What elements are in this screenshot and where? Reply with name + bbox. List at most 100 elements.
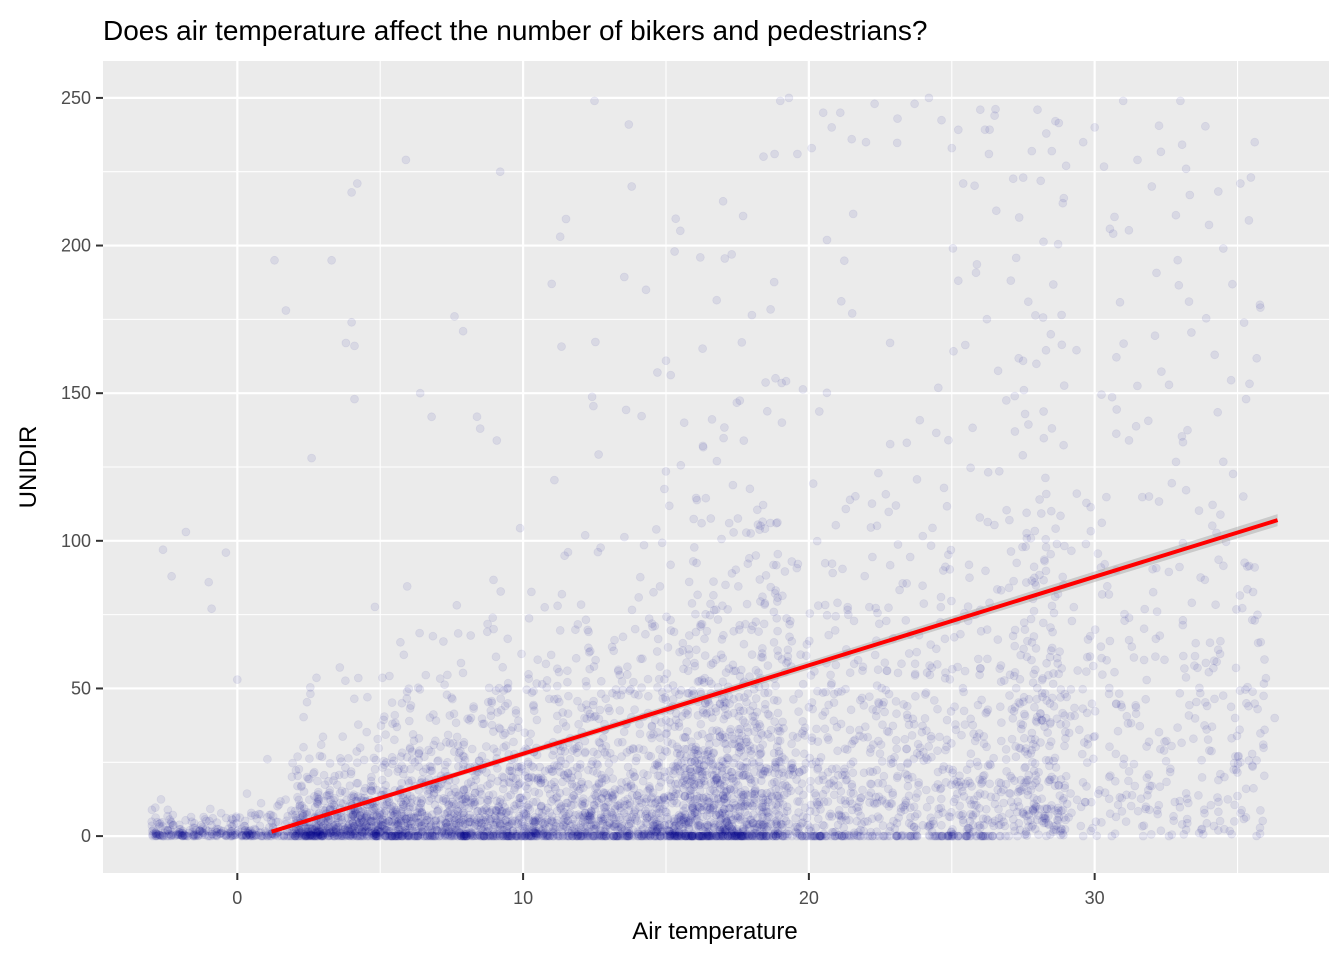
- scatter-point: [868, 767, 878, 777]
- scatter-point: [1121, 817, 1131, 826]
- scatter-point: [1061, 734, 1070, 743]
- scatter-point: [580, 530, 590, 540]
- scatter-point: [384, 831, 394, 841]
- scatter-point: [739, 639, 749, 649]
- scatter-point: [1097, 818, 1106, 827]
- scatter-point: [1244, 215, 1254, 225]
- scatter-point: [1233, 768, 1242, 777]
- scatter-point: [1175, 802, 1185, 812]
- scatter-point: [1029, 632, 1039, 641]
- scatter-point: [1023, 786, 1032, 796]
- scatter-point: [711, 789, 721, 798]
- scatter-point: [511, 709, 521, 718]
- scatter-point: [459, 810, 469, 820]
- scatter-point: [404, 716, 414, 726]
- scatter-point: [1246, 173, 1256, 182]
- scatter-point: [528, 797, 538, 807]
- scatter-point: [974, 829, 984, 839]
- scatter-point: [505, 831, 515, 841]
- scatter-point: [696, 620, 706, 629]
- scatter-point: [624, 826, 634, 836]
- scatter-point: [965, 816, 975, 826]
- scatter-point: [244, 830, 254, 840]
- scatter-point: [390, 718, 400, 728]
- scatter-point: [673, 818, 682, 828]
- scatter-point: [635, 788, 644, 798]
- scatter-point: [771, 373, 780, 383]
- scatter-point: [372, 831, 382, 841]
- scatter-point: [833, 746, 842, 756]
- scatter-point: [1056, 693, 1065, 702]
- scatter-point: [1156, 744, 1165, 754]
- scatter-point: [610, 801, 620, 811]
- scatter-point: [231, 812, 241, 821]
- scatter-point: [514, 716, 523, 726]
- scatter-point: [1048, 627, 1057, 637]
- scatter-point: [1097, 653, 1106, 663]
- scatter-point: [276, 797, 285, 806]
- scatter-point: [925, 831, 935, 841]
- scatter-point: [811, 823, 821, 833]
- scatter-point: [918, 581, 927, 591]
- scatter-point: [1021, 578, 1031, 587]
- scatter-point: [1060, 741, 1069, 751]
- scatter-point: [770, 829, 780, 839]
- scatter-point: [720, 831, 730, 841]
- scatter-point: [717, 694, 727, 704]
- scatter-point: [902, 579, 912, 588]
- scatter-point: [485, 831, 495, 841]
- scatter-point: [767, 779, 777, 789]
- scatter-point: [725, 831, 735, 841]
- scatter-point: [379, 715, 389, 725]
- scatter-point: [390, 831, 400, 841]
- scatter-point: [500, 802, 510, 812]
- scatter-point: [1030, 824, 1040, 834]
- scatter-point: [749, 716, 758, 726]
- scatter-point: [758, 798, 768, 808]
- scatter-point: [802, 640, 812, 649]
- scatter-point: [824, 700, 833, 710]
- scatter-point: [824, 735, 833, 745]
- scatter-point: [884, 603, 893, 613]
- scatter-point: [692, 750, 701, 759]
- scatter-point: [704, 733, 713, 743]
- scatter-point: [734, 802, 743, 812]
- scatter-points: [147, 93, 1280, 841]
- scatter-point: [1203, 735, 1213, 744]
- scatter-point: [865, 692, 874, 702]
- scatter-point: [477, 751, 487, 761]
- scatter-point: [794, 707, 803, 716]
- scatter-point: [411, 831, 421, 841]
- scatter-point: [574, 719, 583, 729]
- scatter-point: [832, 722, 842, 732]
- scatter-point: [527, 825, 537, 835]
- scatter-point: [836, 296, 846, 306]
- scatter-point: [159, 831, 169, 841]
- scatter-point: [463, 714, 473, 724]
- scatter-point: [1041, 129, 1051, 138]
- scatter-point: [299, 831, 309, 841]
- scatter-point: [346, 829, 355, 839]
- scatter-point: [1239, 318, 1249, 328]
- scatter-point: [975, 775, 984, 784]
- scatter-point: [378, 799, 388, 809]
- scatter-point: [297, 781, 307, 791]
- scatter-point: [1019, 733, 1029, 743]
- scatter-point: [884, 507, 894, 517]
- scatter-point: [841, 684, 850, 694]
- scatter-point: [931, 644, 941, 654]
- scatter-point: [488, 820, 498, 830]
- scatter-point: [373, 734, 383, 744]
- scatter-point: [1201, 658, 1211, 668]
- scatter-point: [353, 720, 363, 729]
- scatter-point: [872, 681, 882, 690]
- scatter-point: [205, 804, 215, 814]
- scatter-point: [660, 484, 669, 494]
- scatter-point: [806, 776, 815, 786]
- scatter-point: [731, 831, 741, 841]
- scatter-point: [734, 711, 744, 721]
- scatter-point: [1005, 691, 1014, 700]
- scatter-point: [735, 706, 745, 716]
- scatter-point: [1230, 800, 1239, 810]
- scatter-point: [718, 831, 727, 841]
